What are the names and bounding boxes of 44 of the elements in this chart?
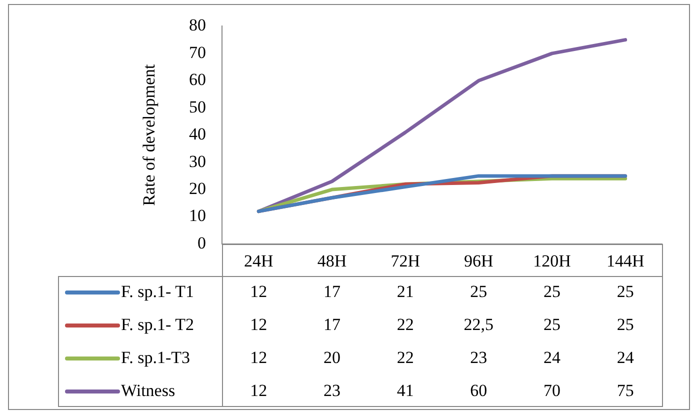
data-label: 24	[544, 348, 561, 367]
data-label: 23	[324, 380, 340, 400]
y-axis-title: Rate of development	[140, 64, 159, 206]
data-label: 60	[470, 380, 488, 400]
data-label: 75	[616, 380, 634, 400]
legend-label: F. sp.1- T2	[121, 314, 194, 334]
data-label: 24	[616, 348, 634, 367]
data-label: 25	[470, 282, 488, 301]
data-label: 22	[396, 348, 414, 367]
x-tick-label: 48H	[317, 252, 347, 271]
data-label: 17	[324, 314, 341, 334]
x-tick-label: 72H	[390, 252, 420, 271]
data-label: 22	[396, 314, 414, 334]
legend-label: Witness	[121, 380, 176, 400]
x-tick-label: 120H	[533, 252, 571, 271]
data-label: 25	[544, 314, 560, 334]
data-label: 17	[324, 282, 341, 301]
data-label: 12	[250, 282, 268, 301]
data-label: 12	[250, 380, 268, 400]
data-label: 25	[616, 314, 634, 334]
data-label: 70	[544, 380, 560, 400]
y-tick-label: 10	[189, 206, 206, 226]
data-label: 23	[470, 348, 488, 367]
y-tick-label: 30	[189, 152, 206, 171]
x-tick-label: 96H	[464, 252, 494, 271]
data-label: 20	[324, 348, 340, 367]
data-label: 25	[616, 282, 634, 301]
data-label: 12	[250, 348, 268, 367]
legend-label: F. sp.1- T1	[121, 282, 194, 301]
y-tick-label: 80	[189, 16, 206, 35]
y-tick-label: 70	[189, 42, 206, 62]
data-label: 12	[250, 314, 268, 334]
y-tick-label: 20	[189, 179, 206, 198]
data-label: 22,5	[464, 314, 494, 334]
data-label: 25	[544, 282, 560, 301]
x-tick-label: 24H	[244, 252, 274, 271]
data-label: 21	[396, 282, 414, 301]
legend-label: F. sp.1-T3	[121, 348, 190, 367]
data-label: 41	[396, 380, 414, 400]
x-tick-label: 144H	[606, 252, 644, 271]
y-tick-label: 0	[198, 233, 206, 252]
y-tick-label: 50	[189, 97, 206, 116]
y-tick-label: 40	[189, 124, 206, 144]
y-tick-label: 60	[189, 70, 206, 90]
